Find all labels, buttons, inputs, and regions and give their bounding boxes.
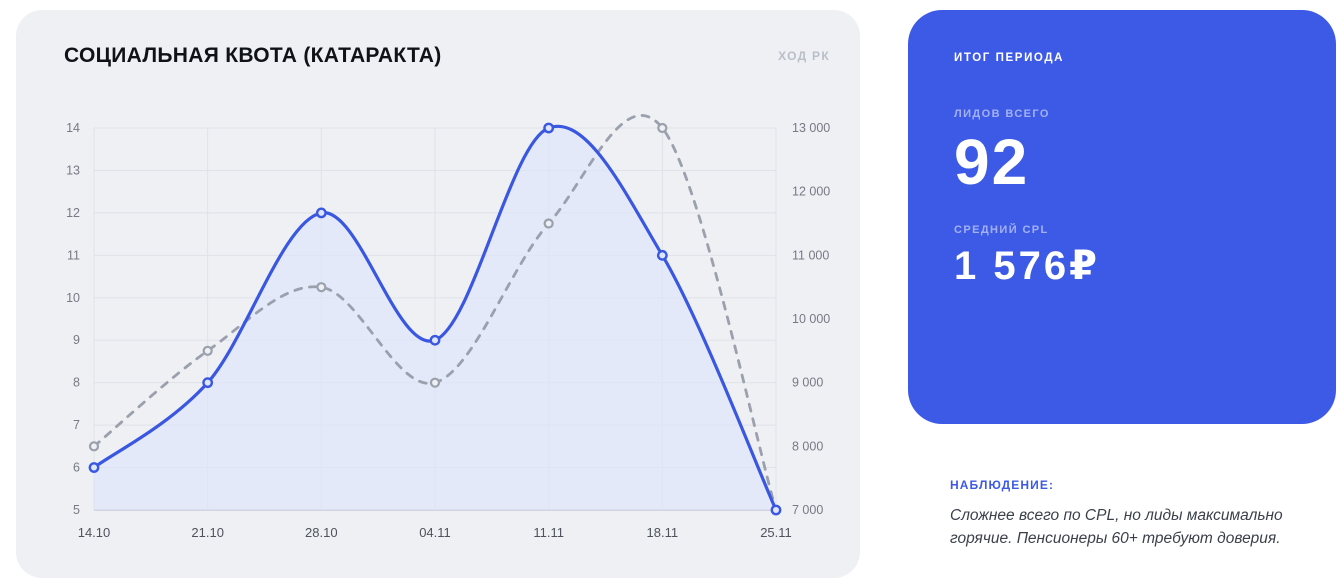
observation-text: Сложнее всего по CPL, но лиды максимальн…: [950, 507, 1283, 548]
svg-text:8 000: 8 000: [792, 439, 823, 453]
svg-text:10 000: 10 000: [792, 312, 830, 326]
svg-text:14.10: 14.10: [78, 525, 111, 540]
chart-card: СОЦИАЛЬНАЯ КВОТА (КАТАРАКТА) ХОД РК 5 6 7 8…: [16, 10, 860, 578]
svg-text:11.11: 11.11: [533, 525, 564, 540]
metric-leads-value: 92: [954, 126, 1030, 198]
svg-text:7 000: 7 000: [792, 503, 823, 517]
chart-corner-label: ХОД РК: [778, 49, 830, 63]
svg-text:11: 11: [67, 248, 80, 262]
svg-text:04.11: 04.11: [419, 525, 451, 540]
metric-cpl-label: СРЕДНИЙ CPL: [954, 224, 1049, 236]
svg-text:11 000: 11 000: [792, 248, 829, 262]
observation-block: НАБЛЮДЕНИЕ: Сложнее всего по CPL, но лид…: [950, 478, 1328, 551]
svg-text:21.10: 21.10: [191, 525, 224, 540]
svg-text:18.11: 18.11: [647, 525, 679, 540]
summary-card-header: ИТОГ ПЕРИОДА: [954, 52, 1065, 64]
svg-text:10: 10: [66, 291, 80, 305]
line-chart: 5 6 7 8 9 10 11 12 13 14 7 000 8 000 9 000 10 000 11 0…: [66, 114, 830, 540]
svg-text:25.11: 25.11: [760, 525, 792, 540]
svg-text:28.10: 28.10: [305, 525, 338, 540]
svg-text:8: 8: [73, 376, 80, 390]
svg-text:14: 14: [66, 121, 80, 135]
svg-text:6: 6: [73, 461, 80, 475]
observation-label: НАБЛЮДЕНИЕ:: [950, 478, 1055, 492]
svg-text:12: 12: [66, 206, 80, 220]
svg-text:13: 13: [66, 163, 80, 177]
metric-cpl-value: 1 576₽: [954, 244, 1100, 288]
metric-leads-total: ЛИДОВ ВСЕГО 92: [954, 108, 1290, 194]
chart-title: СОЦИАЛЬНАЯ КВОТА (КАТАРАКТА): [64, 44, 442, 67]
metric-leads-label: ЛИДОВ ВСЕГО: [954, 108, 1050, 120]
svg-text:13 000: 13 000: [792, 121, 830, 135]
svg-text:9 000: 9 000: [792, 376, 823, 390]
svg-text:12 000: 12 000: [792, 185, 830, 199]
svg-text:5: 5: [73, 503, 80, 517]
svg-text:7: 7: [73, 418, 80, 432]
chart-header: СОЦИАЛЬНАЯ КВОТА (КАТАРАКТА) ХОД РК: [16, 10, 860, 68]
summary-card: ИТОГ ПЕРИОДА ЛИДОВ ВСЕГО 92 СРЕДНИЙ CPL …: [908, 10, 1336, 424]
metric-avg-cpl: СРЕДНИЙ CPL 1 576₽: [954, 224, 1290, 286]
svg-text:9: 9: [73, 333, 80, 347]
